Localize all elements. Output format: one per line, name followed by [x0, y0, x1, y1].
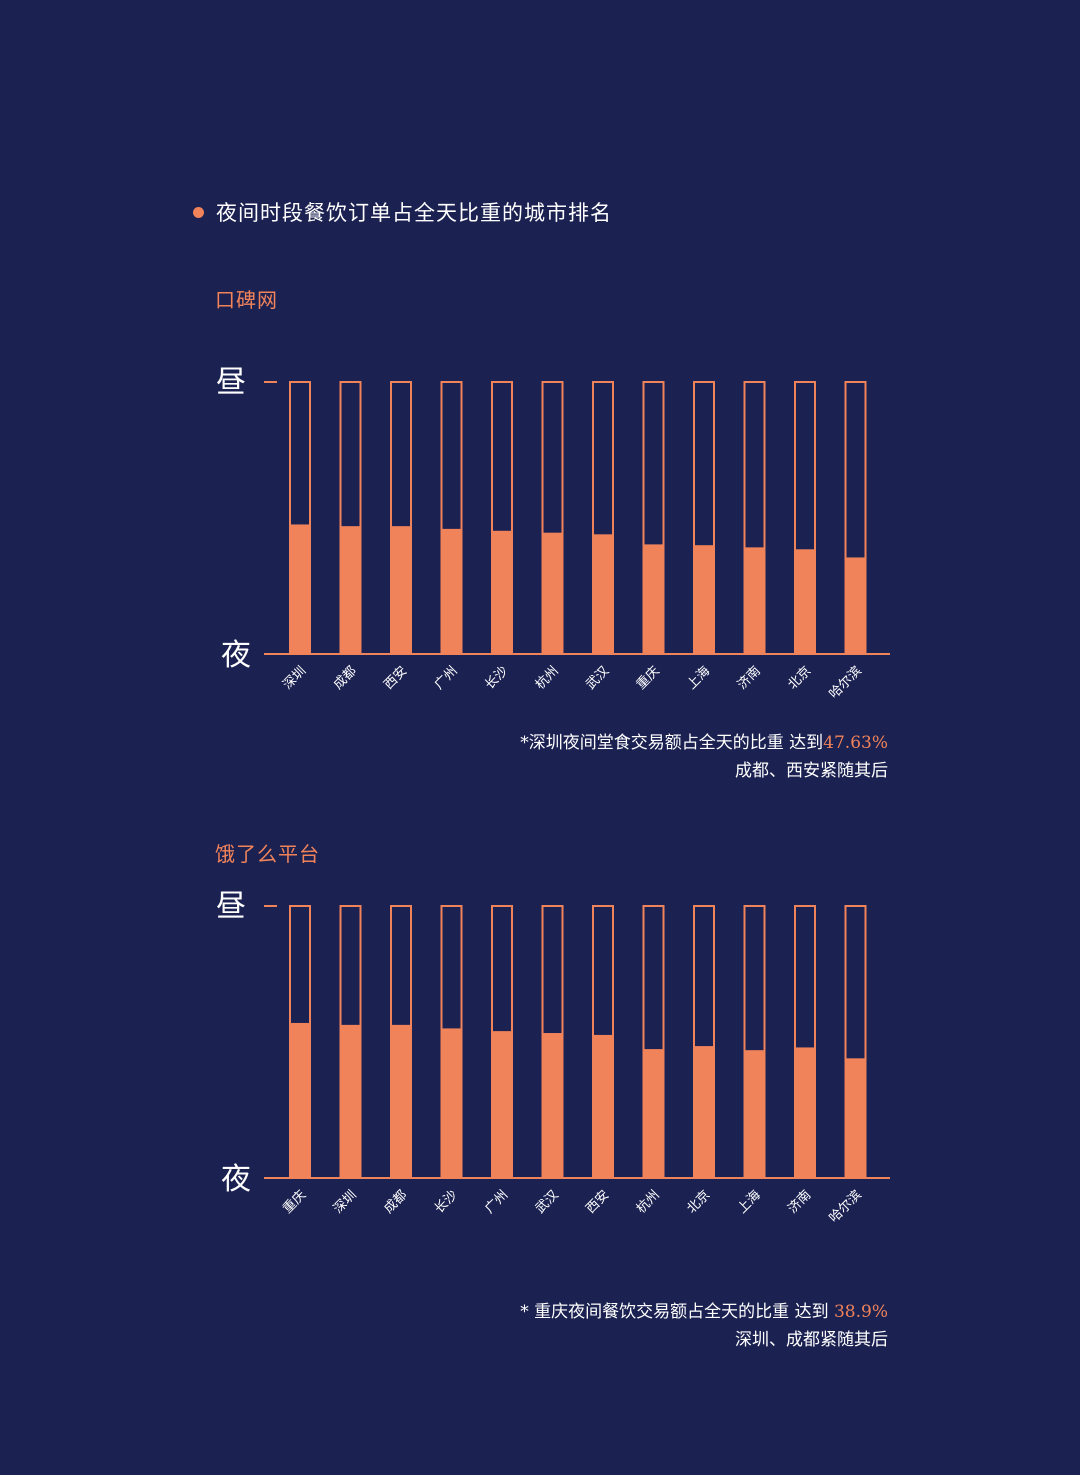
note-eleme-value: 38.9%	[833, 1302, 888, 1322]
x-tick-label: 深圳	[331, 1188, 360, 1217]
note-koubei-value: 47.63%	[823, 733, 888, 753]
x-tick-label: 西安	[583, 1188, 612, 1217]
x-tick-label: 哈尔滨	[826, 1187, 865, 1226]
x-tick-label: 上海	[684, 664, 713, 693]
x-tick-label: 武汉	[533, 1188, 562, 1217]
chart-heading: 夜间时段餐饮订单占全天比重的城市排名	[193, 197, 612, 227]
source-label-koubei: 口碑网	[215, 288, 278, 312]
y-bottom-label: 夜	[221, 638, 251, 673]
x-tick-label: 长沙	[482, 664, 511, 693]
bar-fill	[441, 528, 462, 654]
note-koubei-prefix: *深圳夜间堂食交易额占全天的比重 达到	[520, 733, 824, 753]
bar-fill	[340, 1024, 361, 1178]
bullet-dot-icon	[193, 206, 204, 218]
x-tick-label: 成都	[381, 1188, 410, 1217]
x-tick-label: 重庆	[633, 663, 663, 693]
note-koubei-line2: 成都、西安紧随其后	[735, 761, 888, 781]
bar-fill	[845, 1058, 866, 1178]
y-bottom-label: 夜	[221, 1162, 251, 1197]
x-tick-label: 广州	[482, 1188, 511, 1217]
bar-fill	[744, 1050, 765, 1178]
bar-fill	[845, 557, 866, 654]
x-tick-label: 北京	[684, 1188, 713, 1217]
bar-fill	[744, 547, 765, 654]
x-tick-label: 长沙	[432, 1188, 461, 1217]
x-tick-label: 成都	[331, 664, 360, 693]
bar-fill	[593, 534, 613, 654]
note-eleme-line2: 深圳、成都紧随其后	[735, 1330, 888, 1350]
note-koubei-line1: *深圳夜间堂食交易额占全天的比重 达到47.63%	[520, 729, 888, 757]
bar-fill	[694, 1046, 714, 1178]
bar-fill	[391, 526, 411, 654]
x-tick-label: 济南	[785, 1187, 815, 1217]
bar-fill	[593, 1034, 613, 1178]
source-label-eleme: 饿了么平台	[215, 842, 320, 866]
bar-fill	[290, 1022, 310, 1178]
y-top-label: 昼	[216, 365, 246, 400]
x-tick-label: 武汉	[583, 664, 612, 693]
bar-fill	[441, 1028, 462, 1178]
x-tick-label: 济南	[734, 663, 764, 693]
bar-fill	[391, 1024, 411, 1178]
bar-fill	[492, 530, 512, 654]
bar-fill	[795, 549, 815, 654]
x-tick-label: 重庆	[280, 1187, 310, 1217]
x-tick-label: 上海	[735, 1188, 764, 1217]
x-tick-label: 深圳	[280, 664, 309, 693]
bar-fill	[492, 1031, 512, 1178]
bar-fill	[643, 544, 664, 654]
x-tick-label: 杭州	[533, 664, 562, 693]
bar-fill	[542, 532, 563, 654]
note-koubei: *深圳夜间堂食交易额占全天的比重 达到47.63% 成都、西安紧随其后	[520, 729, 888, 785]
x-tick-label: 北京	[785, 664, 814, 693]
bar-fill	[643, 1049, 664, 1178]
bar-fill	[795, 1047, 815, 1178]
bar-fill	[542, 1033, 563, 1178]
x-tick-label: 杭州	[634, 1188, 663, 1217]
note-eleme: * 重庆夜间餐饮交易额占全天的比重 达到 38.9% 深圳、成都紧随其后	[520, 1298, 888, 1354]
bar-fill	[694, 545, 714, 654]
bar-fill	[340, 526, 361, 654]
bar-fill	[290, 524, 310, 654]
x-tick-label: 哈尔滨	[826, 663, 865, 702]
x-tick-label: 广州	[432, 664, 461, 693]
note-eleme-line1: * 重庆夜间餐饮交易额占全天的比重 达到 38.9%	[520, 1298, 888, 1326]
note-eleme-prefix: * 重庆夜间餐饮交易额占全天的比重 达到	[520, 1302, 834, 1322]
y-top-label: 昼	[216, 889, 246, 924]
heading-text: 夜间时段餐饮订单占全天比重的城市排名	[216, 201, 612, 225]
x-tick-label: 西安	[381, 664, 410, 693]
